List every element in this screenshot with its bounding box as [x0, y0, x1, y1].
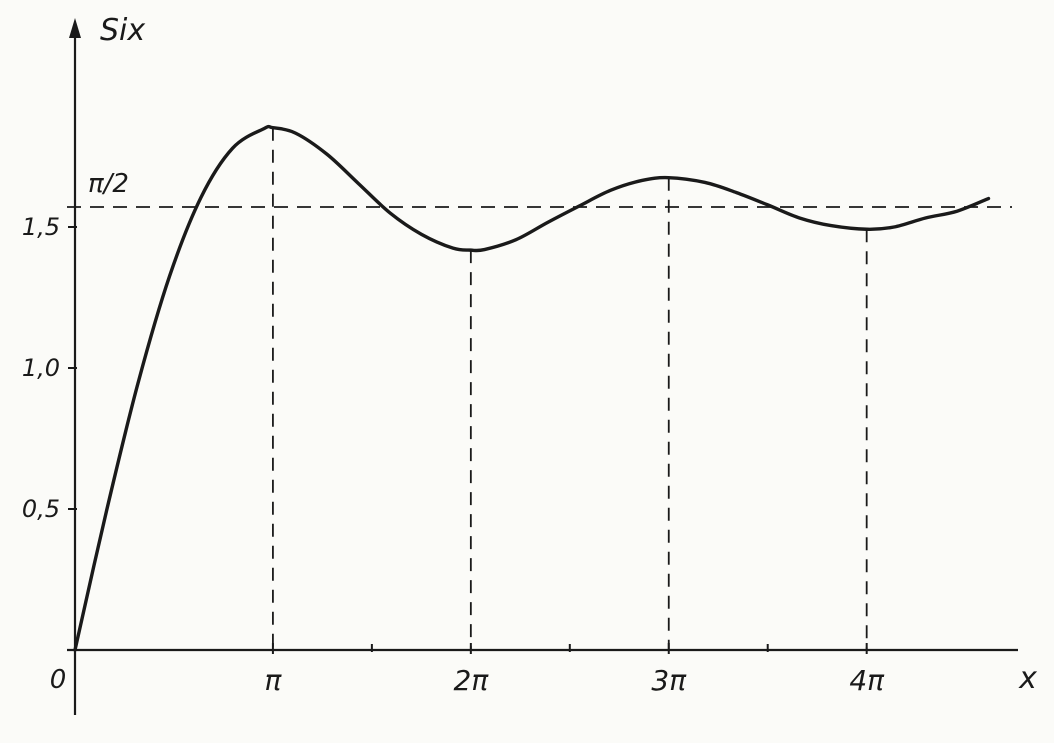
x-axis-label: x — [1018, 661, 1037, 696]
x-tick-label-0: π — [264, 664, 282, 697]
reference-label: π/2 — [88, 169, 129, 199]
y-tick-label-0: 0,5 — [22, 495, 60, 523]
x-tick-label-3: 4π — [849, 664, 885, 697]
si-curve — [73, 124, 991, 652]
y-tick-label-1: 1,0 — [22, 354, 60, 382]
y-axis-label: Six — [100, 13, 145, 48]
x-tick-label-2: 3π — [651, 664, 687, 697]
origin-label: 0 — [50, 665, 67, 695]
x-tick-label-1: 2π — [454, 664, 490, 697]
y-tick-label-2: 1,5 — [22, 213, 60, 241]
y-axis-arrow — [69, 18, 81, 38]
